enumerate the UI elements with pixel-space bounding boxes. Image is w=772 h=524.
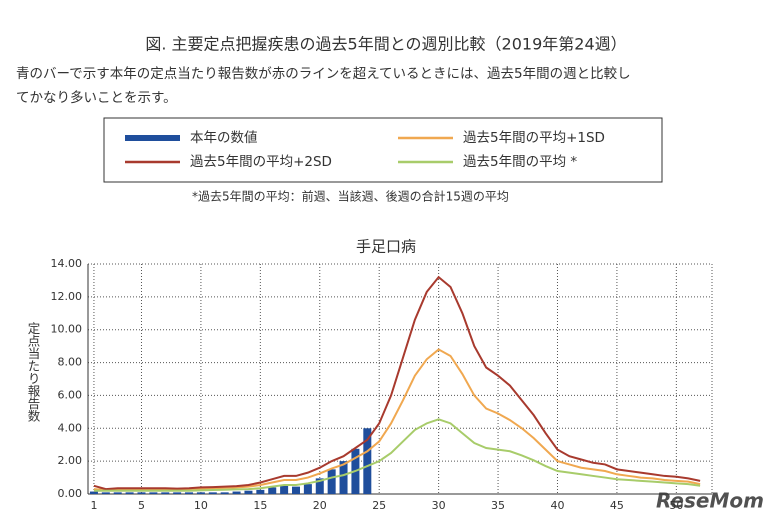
watermark: ReseMom	[656, 489, 764, 513]
bar	[303, 484, 312, 494]
x-tick-label: 40	[550, 499, 564, 512]
x-tick-label: 5	[138, 499, 145, 512]
bar	[113, 492, 122, 494]
legend-box	[103, 117, 663, 183]
bar	[89, 491, 98, 494]
x-tick-label: 50	[669, 499, 683, 512]
bar	[268, 487, 277, 494]
bar	[101, 492, 110, 494]
bar	[149, 492, 158, 494]
bar	[315, 478, 324, 494]
y-tick-label: 8.00	[58, 356, 83, 369]
y-tick-label: 12.00	[51, 290, 83, 303]
line	[93, 348, 701, 491]
x-tick-label: 30	[432, 499, 446, 512]
y-tick-label: 4.00	[58, 421, 83, 434]
legend-label: 本年の数値	[190, 130, 258, 146]
legend-label: 過去5年間の平均+1SD	[463, 130, 605, 146]
y-tick-label: 0.00	[58, 487, 83, 500]
x-tick-label: 45	[610, 499, 624, 512]
bar	[256, 489, 265, 494]
page-title: 図. 主要定点把握疾患の過去5年間との週別比較（2019年第24週）	[145, 35, 626, 54]
y-tick-label: 14.00	[51, 257, 83, 270]
chart-title: 手足口病	[356, 238, 416, 256]
bar	[125, 492, 134, 494]
x-tick-label: 20	[313, 499, 327, 512]
bar	[220, 492, 229, 494]
x-tick-label: 35	[491, 499, 505, 512]
legend-label: 過去5年間の平均 *	[463, 154, 577, 170]
bar	[327, 469, 336, 494]
y-tick-label: 2.00	[58, 454, 83, 467]
x-tick-label: 10	[194, 499, 208, 512]
bar	[292, 486, 300, 494]
y-tick-label: 10.00	[51, 323, 83, 336]
bar	[208, 492, 217, 494]
bar	[280, 485, 289, 494]
description: てかなり多いことを示す。	[16, 89, 177, 106]
bar	[173, 492, 182, 494]
line	[93, 418, 701, 492]
y-axis-label: 定点当たり報告数	[26, 321, 41, 423]
bar	[161, 492, 170, 494]
bar	[232, 491, 241, 494]
bar	[339, 461, 348, 494]
bar	[363, 428, 372, 494]
x-tick-label: 25	[372, 499, 386, 512]
bar	[137, 492, 146, 494]
line	[93, 275, 701, 491]
legend-label: 過去5年間の平均+2SD	[190, 154, 332, 170]
bar	[244, 490, 253, 494]
bar	[185, 492, 194, 494]
x-tick-label: 15	[253, 499, 267, 512]
x-tick-label: 1	[90, 499, 97, 512]
description: 青のバーで示す本年の定点当たり報告数が赤のラインを超えているときには、過去5年間…	[16, 66, 631, 82]
footnote: *過去5年間の平均：前週、当該週、後週の合計15週の平均	[192, 189, 509, 204]
y-tick-label: 6.00	[58, 388, 83, 401]
bar	[196, 492, 205, 494]
